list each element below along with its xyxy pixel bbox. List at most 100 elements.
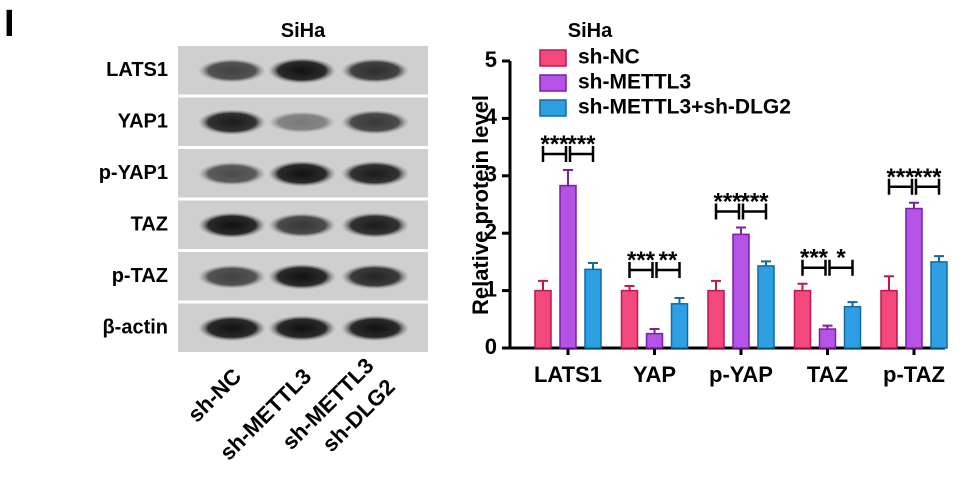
bar — [930, 261, 948, 349]
blot-row-label: p-TAZ — [112, 265, 168, 287]
bar — [584, 268, 602, 349]
blot-band — [268, 160, 336, 187]
blot-band — [268, 263, 336, 290]
significance-label: * — [836, 245, 846, 272]
error-bar — [934, 255, 944, 262]
lane-label: sh-NC — [183, 363, 247, 427]
legend-swatch — [539, 74, 567, 92]
blot-band — [268, 57, 336, 84]
x-tick-label: LATS1 — [534, 362, 602, 387]
bar — [645, 332, 664, 349]
legend-swatch — [539, 99, 567, 117]
significance-label: *** — [913, 164, 942, 191]
blot-row-label: YAP1 — [118, 111, 168, 133]
significance-bracket — [887, 178, 914, 195]
error-bar — [538, 279, 548, 291]
x-tick-label: p-TAZ — [883, 362, 945, 387]
x-tick-label: TAZ — [807, 362, 848, 387]
error-bar — [674, 297, 685, 304]
significance-bracket — [828, 259, 854, 276]
error-bar — [797, 282, 808, 291]
y-tick-label: 3 — [485, 162, 497, 187]
bar — [818, 328, 837, 349]
significance-label: ** — [659, 247, 678, 274]
error-bar — [884, 275, 894, 291]
chart-title: SiHa — [568, 20, 613, 42]
legend-label: sh-NC — [578, 46, 640, 69]
significance-label: *** — [627, 247, 656, 274]
blot-band — [198, 212, 266, 239]
error-bar — [624, 285, 635, 291]
bar — [620, 289, 639, 349]
blot-row-label: p-YAP1 — [99, 162, 168, 184]
bar — [757, 265, 775, 349]
error-bar — [909, 201, 919, 209]
error-bar — [711, 279, 721, 291]
bar — [559, 184, 577, 349]
legend-label: sh-METTL3+sh-DLG2 — [578, 96, 791, 119]
bar — [732, 233, 750, 349]
panel-label: I — [4, 3, 15, 45]
bar — [707, 289, 725, 349]
x-tick-label: p-YAP — [709, 362, 773, 387]
bar — [880, 289, 898, 349]
y-tick-label: 0 — [485, 334, 497, 359]
blot-band — [341, 58, 409, 84]
error-bar — [847, 301, 858, 307]
blot-row-label: TAZ — [131, 214, 168, 236]
bar — [793, 289, 812, 349]
legend-label: sh-METTL3 — [578, 71, 691, 94]
bar — [534, 289, 552, 349]
significance-bracket — [628, 262, 654, 279]
significance-label: *** — [740, 188, 769, 215]
y-tick-label: 1 — [485, 276, 497, 301]
significance-bracket — [655, 262, 681, 279]
significance-bracket — [714, 203, 741, 220]
lane-label-text: sh-NC — [183, 363, 247, 427]
blot: LATS1YAP1p-YAP1TAZp-TAZβ-actinsh-NCsh-ME… — [99, 46, 428, 465]
blot-band — [341, 315, 409, 342]
blot-row-label: LATS1 — [106, 59, 168, 81]
error-bar — [649, 328, 660, 334]
significance-bracket — [541, 146, 568, 163]
significance-label: *** — [567, 131, 596, 158]
y-tick-label: 2 — [485, 219, 497, 244]
significance-label: *** — [800, 245, 829, 272]
blot-band — [198, 109, 266, 136]
blot-row-label: β-actin — [102, 317, 168, 339]
significance-bracket — [801, 259, 827, 276]
blot-band — [268, 213, 336, 238]
bar — [843, 305, 862, 349]
y-tick-label: 4 — [485, 104, 498, 129]
significance-bracket — [741, 203, 768, 220]
legend-swatch — [539, 49, 567, 67]
error-bar — [588, 262, 598, 270]
x-tick-label: YAP — [633, 362, 676, 387]
blot-band — [198, 315, 266, 342]
blot-band — [268, 315, 336, 342]
significance-bracket — [568, 146, 595, 163]
significance-label: *** — [713, 188, 742, 215]
blot-band — [198, 58, 266, 83]
significance-label: *** — [540, 131, 569, 158]
error-bar — [563, 169, 573, 186]
bar — [670, 303, 689, 349]
blot-band — [341, 212, 409, 239]
error-bar — [736, 226, 746, 235]
error-bar — [822, 324, 833, 330]
blot-band — [268, 111, 336, 134]
error-bar — [761, 260, 771, 266]
blot-title: SiHa — [281, 20, 326, 42]
blot-band — [341, 110, 409, 135]
blot-band — [341, 264, 409, 290]
blot-band — [198, 264, 266, 289]
blot-band — [341, 160, 409, 187]
significance-bracket — [914, 178, 941, 195]
blot-band — [198, 161, 266, 186]
bar — [905, 207, 923, 349]
significance-label: *** — [886, 164, 915, 191]
y-axis-label: Relative protein level — [468, 95, 493, 315]
y-tick-label: 5 — [485, 47, 497, 72]
